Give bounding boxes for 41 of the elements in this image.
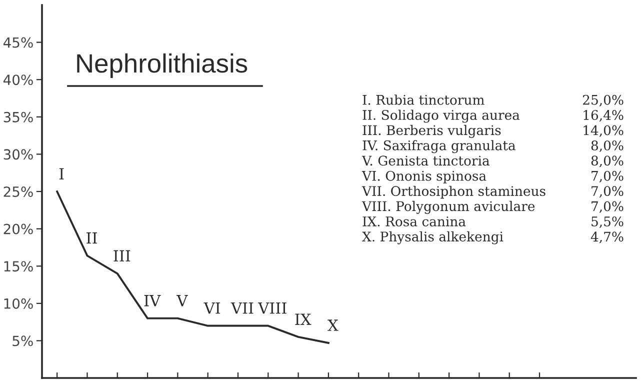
text: 8,0% [591,156,624,168]
x-tick-label: IX [295,314,312,325]
x-tick-label: VIII [258,302,286,314]
x-tick-label: VII [230,302,254,314]
y-tick-label: 10% [4,298,33,309]
y-tick-label: 40% [3,74,33,86]
x-tick-label: X [328,320,338,331]
text: 7,0% [592,201,624,213]
text: 7,0% [592,170,624,182]
annotation: VII. Orthosiphon stamineus [362,186,546,199]
y-tick-label: 35% [4,112,33,122]
text: 25,0% [582,94,624,106]
x-tick-label: II [86,232,97,244]
text: Nephrolithiasis [77,53,248,78]
line-series [56,190,330,344]
x-tick-label: V [176,295,188,306]
y-tick-label: 30% [4,149,33,160]
text: 4,7% [590,232,624,244]
text: 7,0% [592,186,624,198]
text: 16,4% [584,110,624,122]
y-tick-label: 20% [4,224,33,234]
text: 5,5% [592,216,624,228]
y-tick-label: 5% [12,336,33,346]
annotation: X. Physalis alkekengi [362,231,504,244]
x-tick-label: IV [144,295,161,306]
annotation: IX. Rosa canina [362,216,466,226]
y-tick-label: 15% [4,261,33,272]
y-tick-label: 25% [4,186,33,197]
x-tick-label: III [114,250,130,262]
annotation: I. Rubia tinctorum [362,94,484,105]
annotation: II. Solidago virga aurea [362,110,520,123]
annotation: IV. Saxifraga granulata [362,140,516,154]
text: 14,0% [584,125,624,137]
annotation: V. Genista tinctoria [362,156,490,166]
x-tick-label: I [59,168,64,180]
x-tick-label: VI [204,302,220,314]
annotation: III. Berberis vulgaris [362,124,501,138]
text: 8,0% [591,140,624,152]
annotation: VIII. Polygonum aviculare [362,200,535,214]
y-tick-label: 45% [3,37,33,48]
annotation: VI. Ononis spinosa [362,170,486,184]
